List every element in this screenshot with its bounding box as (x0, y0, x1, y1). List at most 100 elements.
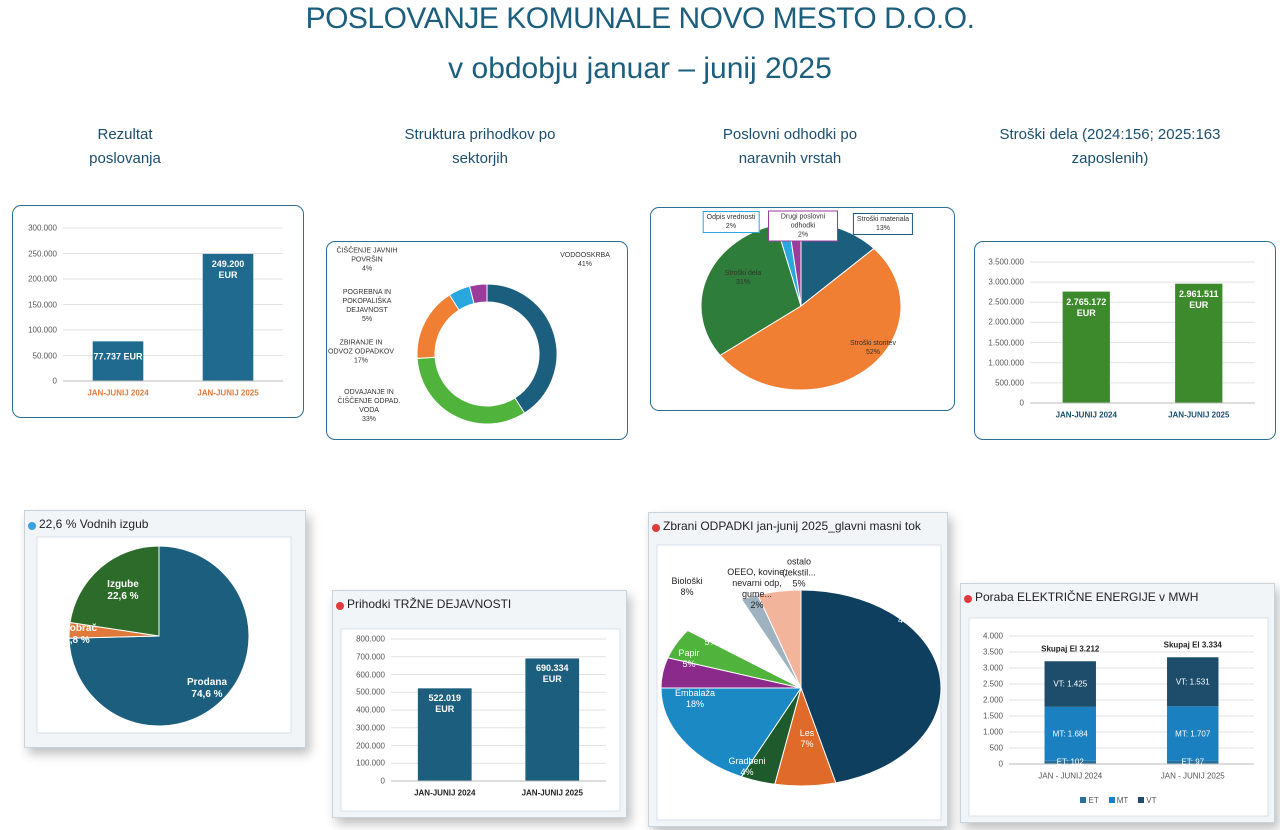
y-tick-label: 250.000 (28, 249, 57, 258)
chart-card: 22,6 % Vodnih izgub Prodana 74,6 % Neobrač 2… (24, 510, 306, 748)
slice-name: OEEO, kovine, nevarni odp, gume... (727, 567, 787, 599)
y-tick-label: 800.000 (356, 634, 385, 644)
chart-title: 22,6 % Vodnih izgub (39, 517, 149, 531)
legend-item: ET (1080, 796, 1099, 805)
legend-item: VT (1138, 796, 1157, 805)
value-label: VT: 1.531 (1175, 677, 1210, 687)
slice-name: Drugi poslovni odhodki (780, 213, 826, 230)
slice-label: ODVAJANJE IN ČIŠČENJE ODPAD. VODA 33% (335, 388, 403, 424)
value-label: 690.334 EUR (535, 663, 569, 685)
pie-slice (719, 247, 902, 391)
slice-value: 13% (875, 225, 891, 232)
y-tick-label: 0 (998, 759, 1003, 769)
slice-value: 33% (361, 416, 376, 423)
y-tick-label: 300.000 (28, 223, 57, 233)
chart-svg (652, 524, 942, 821)
slice-name: Stroški materiala (856, 216, 910, 223)
slice-value: 17% (353, 357, 368, 365)
chart-title: Prihodki TRŽNE DEJAVNOSTI (347, 597, 512, 611)
slice-label: OEEO, kovine, nevarni odp, gume... 2% (727, 567, 787, 611)
chart-card: 0 500.000 1.000.000 1.500.000 2.000.000 2.500… (974, 241, 1276, 440)
page-title: POSLOVANJE KOMUNALE NOVO MESTO D.O.O. (305, 2, 975, 35)
chart-card: Stroški materiala 13% Stroški storitev 52% S… (650, 207, 955, 411)
y-tick-label: 0 (1019, 398, 1024, 408)
slice-value: 4% (740, 767, 754, 777)
y-tick-label: 2.500.000 (988, 297, 1024, 307)
y-tick-label: 2.500 (982, 679, 1003, 689)
y-tick-label: 4.000 (982, 631, 1003, 641)
y-tick-label: 0 (52, 376, 57, 386)
chart-card: 0 50.000 100.000 150.000 200.000 250.000 300.0… (12, 205, 304, 418)
value-label: 249.200 EUR (211, 258, 245, 280)
slice-value: 41% (577, 261, 593, 268)
chart-svg (28, 522, 292, 734)
slice-name: Stroški dela (724, 270, 762, 277)
slice-label: Biološki 8% (671, 576, 702, 598)
legend: ET MT VT (961, 796, 1276, 805)
bar (1167, 657, 1219, 707)
slice-name: Embalaža (674, 688, 716, 698)
slice-value: 52% (865, 349, 880, 356)
slice-name: ČIŠČENJE JAVNIH POVRŠIN (336, 247, 398, 264)
y-tick-label: 200.000 (28, 274, 57, 284)
slice-label: POGREBNA IN POKOPALIŠKA DEJAVNOST 5% (333, 288, 401, 324)
x-tick-label: JAN - JUNIJ 2025 (1160, 771, 1225, 781)
slice-label: Neobrač 2,8 % (57, 623, 97, 647)
value-label: 2.765.172 EUR (1066, 296, 1107, 318)
value-label: ET: 97 (1181, 757, 1205, 767)
total-label: Skupaj El 3.334 (1163, 640, 1222, 650)
slice-name: POGREBNA IN POKOPALIŠKA DEJAVNOST (342, 289, 392, 314)
slice-label: Stroški storitev 52% (850, 339, 896, 357)
value-label: 522.019 EUR (428, 693, 462, 715)
slice-name: Papir (678, 648, 700, 658)
legend-swatch (1080, 797, 1087, 803)
legend-label: VT (1146, 796, 1157, 805)
slice-value: 22,6 % (107, 591, 139, 602)
y-tick-label: 500 (989, 743, 1003, 753)
slice-label: Prodana 74,6 % (187, 677, 227, 701)
y-tick-label: 3.500 (982, 647, 1003, 657)
donut-slice (468, 283, 488, 305)
y-tick-label: 1.000 (982, 727, 1003, 737)
slice-label: Drugi poslovni odhodki 2% (768, 210, 838, 242)
slice-value: 46% (897, 615, 917, 625)
slice-value: 7% (800, 739, 814, 749)
x-tick-label: JAN-JUNIJ 2024 (414, 788, 476, 798)
y-tick-label: 1.500 (982, 711, 1003, 721)
bar (1044, 661, 1096, 707)
slice-name: Biološki (671, 576, 703, 586)
slice-label: ČIŠČENJE JAVNIH POVRŠIN 4% (333, 247, 401, 274)
y-tick-label: 200.000 (356, 741, 385, 750)
y-tick-label: 700.000 (356, 652, 385, 662)
slice-label: Izgube 22,6 % (107, 579, 139, 603)
y-tick-label: 1.500.000 (988, 338, 1024, 348)
slice-value: 5% (361, 316, 373, 323)
slice-value: 2,8 % (64, 635, 90, 646)
y-tick-label: 500.000 (356, 687, 385, 697)
chart-title: Zbrani ODPADKI jan-junij 2025_glavni mas… (663, 519, 921, 533)
slice-label: Stroški materiala 13% (852, 213, 914, 235)
slice-name: Izgube (107, 579, 139, 590)
y-tick-label: 50.000 (32, 351, 57, 360)
y-tick-label: 150.000 (28, 300, 57, 309)
chart-card: Poraba ELEKTRIČNE ENERGIJE v MWH 0 500 1.00… (960, 583, 1275, 823)
slice-label: ZBIRANJE IN ODVOZ ODPADKOV 17% (327, 339, 395, 366)
value-label: ET: 102 (1056, 757, 1084, 767)
x-tick-label: JAN-JUNIJ 2025 (197, 388, 259, 398)
pie-slice (660, 687, 802, 778)
y-tick-label: 3.500.000 (988, 257, 1024, 267)
chart-card: Prihodki TRŽNE DEJAVNOSTI 0 100.000 200.000… (332, 590, 627, 818)
slice-value: 74,6 % (191, 689, 223, 700)
slice-name: ostalo (tekstil... (782, 556, 816, 578)
bar (1044, 760, 1096, 764)
donut-slice (416, 356, 526, 425)
bar (1062, 291, 1110, 403)
y-tick-label: 0 (380, 776, 385, 786)
chart-title: Stroški dela (2024:156; 2025:163 zaposle… (999, 126, 1221, 167)
donut-slice (486, 283, 558, 414)
chart-title: Struktura prihodkov po sektorjih (404, 126, 556, 167)
chart-title: Rezultat poslovanja (89, 126, 161, 167)
slice-name: Stroški storitev (850, 340, 896, 347)
